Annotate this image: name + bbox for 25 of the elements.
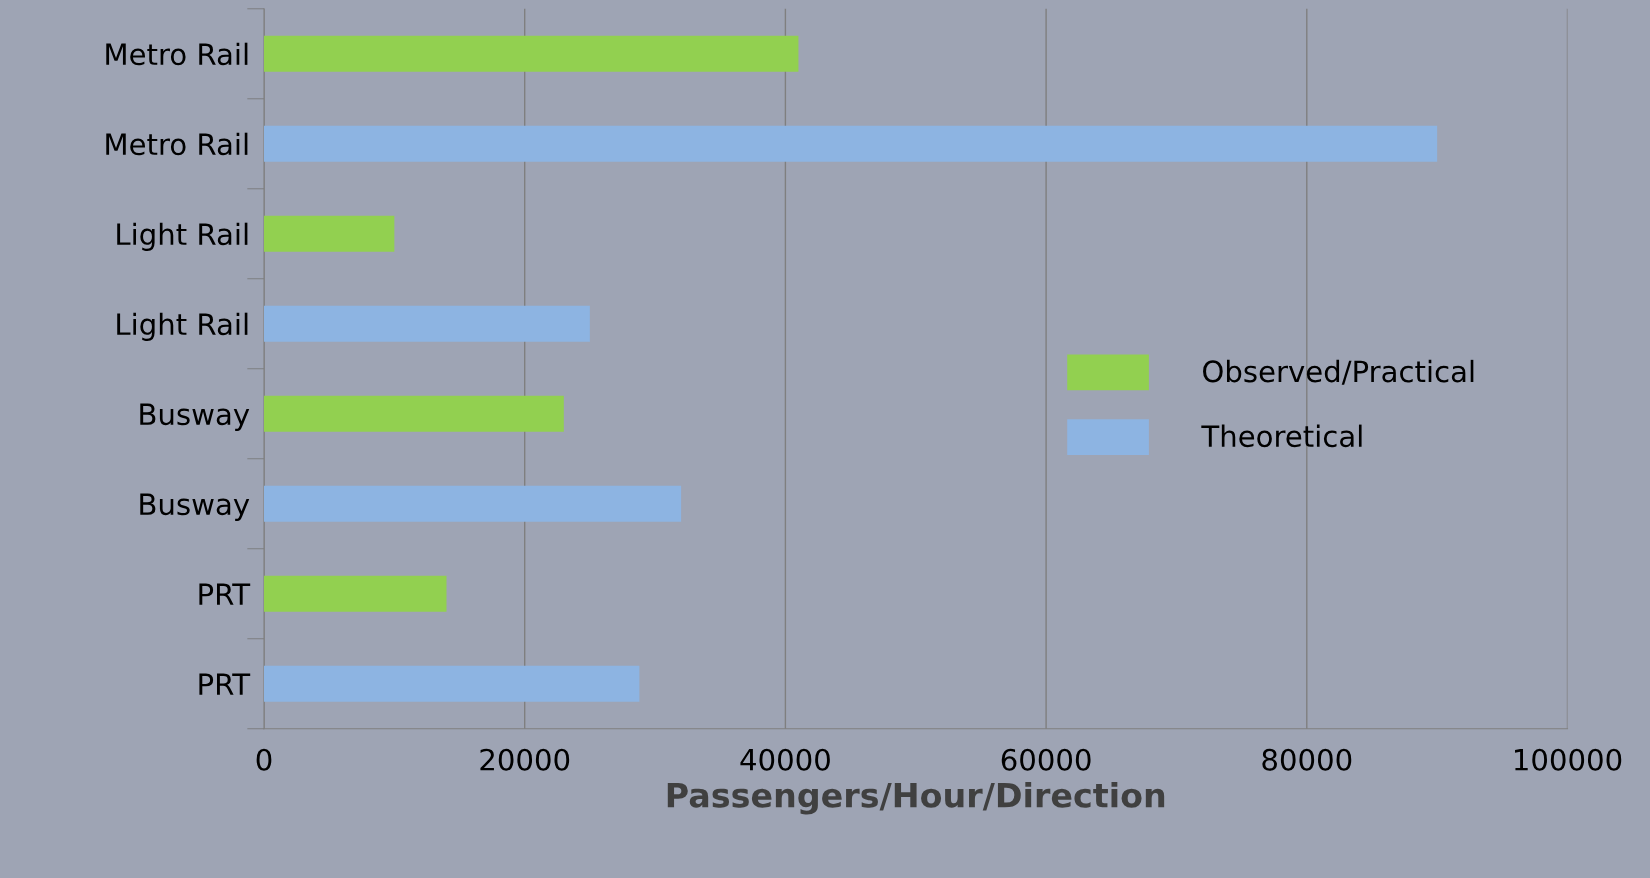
bar (264, 665, 640, 702)
x-tick-label: 40000 (740, 748, 830, 771)
y-tick-label: PRT (199, 673, 251, 695)
y-tick-label: PRT (199, 583, 251, 605)
bar (264, 215, 395, 252)
y-tick-label: Metro Rail (106, 42, 248, 66)
y-tick-label: Light Rail (117, 222, 248, 251)
legend-label: Theoretical (1201, 424, 1362, 448)
x-axis-title: Passengers/Hour/Direction (667, 781, 1165, 815)
x-tick-label: 100000 (1515, 748, 1622, 771)
bar (264, 395, 564, 432)
bar (264, 35, 799, 72)
x-tick-label: 0 (256, 748, 272, 771)
legend-label: Observed/Practical (1203, 359, 1474, 385)
x-tick-label: 20000 (480, 748, 570, 771)
y-tick-label: Light Rail (117, 312, 248, 341)
bar (264, 575, 447, 612)
bar (264, 125, 1438, 162)
x-tick-label: 80000 (1262, 748, 1352, 771)
y-tick-label: Busway (140, 493, 250, 521)
x-tick-label: 60000 (1001, 748, 1091, 771)
y-tick-label: Busway (140, 403, 250, 431)
bar (264, 485, 682, 522)
y-tick-label: Metro Rail (106, 132, 248, 156)
bar (264, 305, 590, 342)
